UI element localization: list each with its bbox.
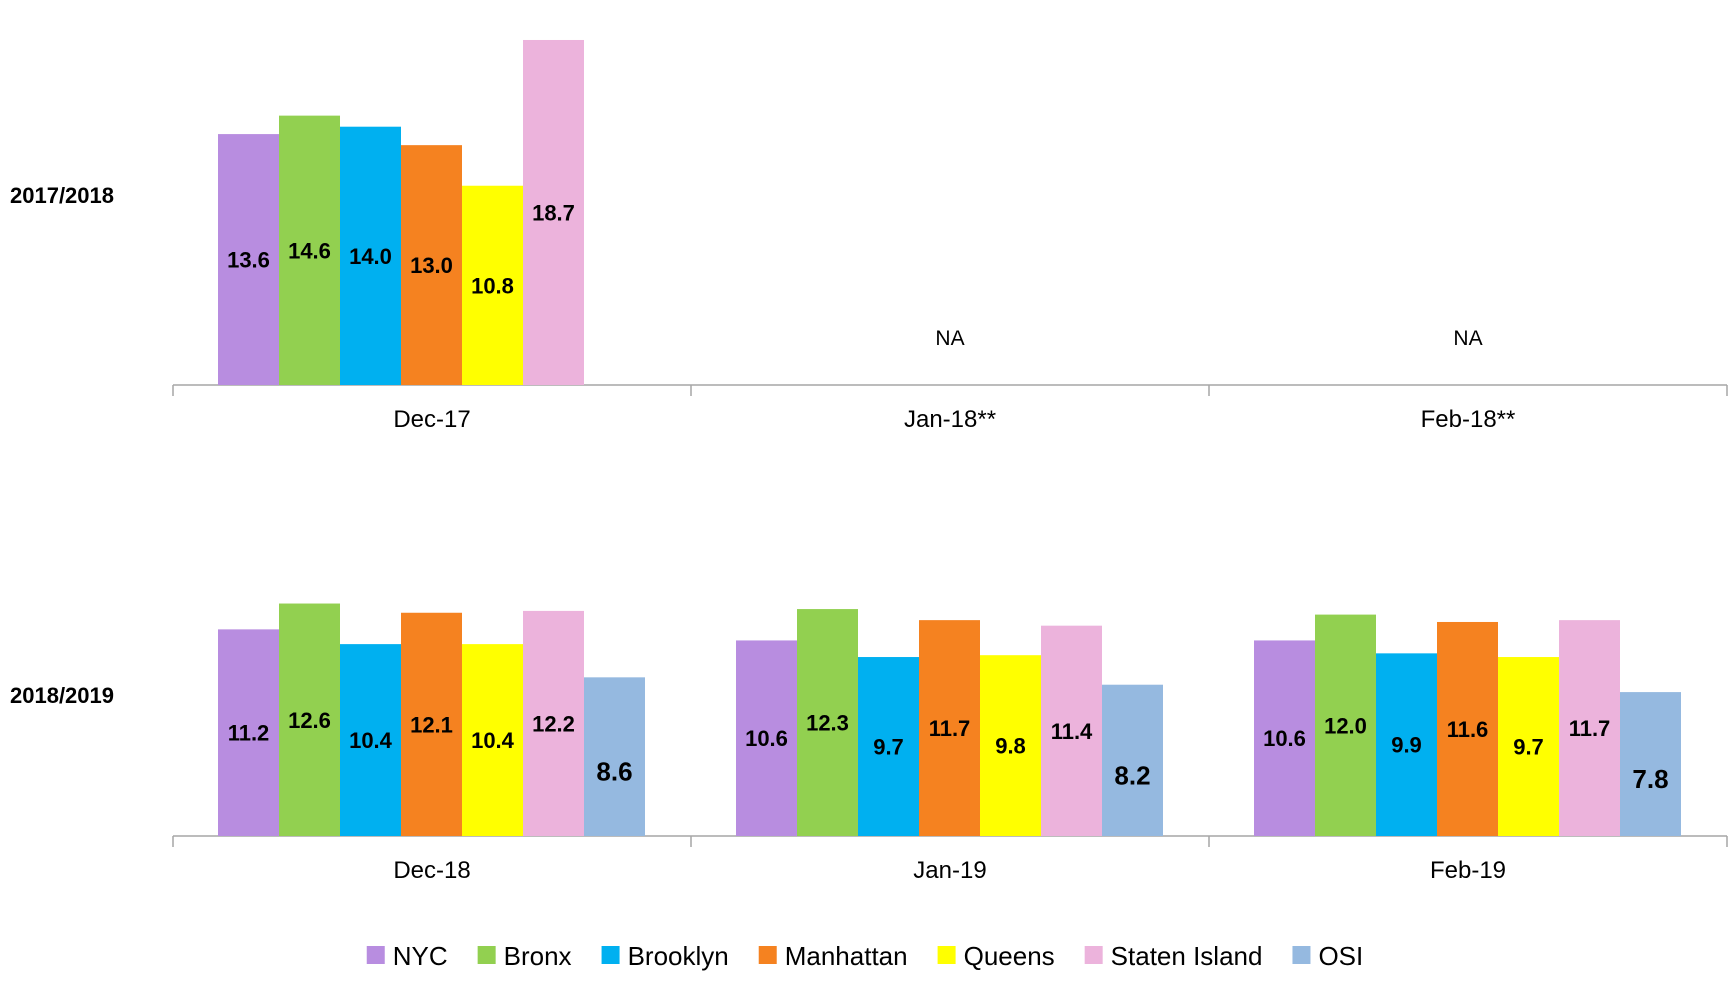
legend-swatch: [1084, 946, 1103, 964]
bar-staten-island: [1041, 625, 1102, 836]
bar-brooklyn: [1376, 653, 1437, 836]
bar-manhattan: [919, 620, 980, 836]
bar-nyc: [1254, 640, 1315, 836]
legend-label: NYC: [393, 941, 448, 971]
category-label: Feb-18**: [1421, 406, 1516, 433]
data-label: 18.7: [532, 200, 575, 225]
category-label: Dec-18: [393, 857, 470, 884]
category-label: Jan-19: [913, 857, 986, 884]
data-label: 7.8: [1632, 764, 1668, 794]
data-label: 10.6: [1263, 726, 1306, 751]
data-label: 12.3: [806, 711, 849, 736]
data-label: 14.0: [349, 244, 392, 269]
legend-label: Brooklyn: [628, 941, 729, 971]
bar-bronx: [279, 603, 340, 836]
data-label: 10.4: [471, 728, 515, 753]
data-label: 9.7: [1513, 735, 1544, 760]
bar-nyc: [218, 134, 279, 385]
na-label: NA: [1453, 327, 1482, 350]
bar-nyc: [218, 629, 279, 836]
data-label: 8.6: [596, 757, 632, 787]
bar-osi: [584, 677, 645, 836]
bar-brooklyn: [340, 644, 401, 836]
category-label: Dec-17: [393, 406, 470, 433]
legend-label: Manhattan: [785, 941, 908, 971]
bar-nyc: [736, 640, 797, 836]
bar-bronx: [279, 115, 340, 385]
data-label: 9.7: [873, 735, 904, 760]
bar-osi: [1620, 692, 1681, 836]
bar-staten-island: [523, 610, 584, 836]
bar-manhattan: [1437, 621, 1498, 836]
data-label: 12.1: [410, 712, 453, 737]
bar-osi: [1102, 684, 1163, 836]
bar-bronx: [1315, 614, 1376, 836]
bar-queens: [462, 644, 523, 836]
legend-swatch: [601, 946, 620, 964]
legend-label: Bronx: [504, 941, 572, 971]
bar-queens: [980, 655, 1041, 836]
data-label: 11.7: [1569, 716, 1611, 741]
bar-bronx: [797, 609, 858, 836]
legend-swatch: [758, 946, 777, 964]
data-label: 14.6: [288, 238, 331, 263]
na-label: NA: [935, 327, 964, 350]
bar-queens: [1498, 657, 1559, 836]
data-label: 10.4: [349, 728, 393, 753]
data-label: 11.6: [1447, 717, 1489, 742]
legend-swatch: [1292, 946, 1311, 964]
bar-brooklyn: [858, 657, 919, 836]
bar-manhattan: [401, 612, 462, 836]
data-label: 9.8: [995, 734, 1026, 759]
panel-label-0: 2017/2018: [10, 183, 114, 208]
data-label: 12.0: [1324, 713, 1367, 738]
data-label: 10.8: [471, 273, 514, 298]
data-label: 12.6: [288, 708, 331, 733]
data-label: 10.6: [745, 726, 788, 751]
data-label: 13.6: [227, 248, 270, 273]
panel-label-1: 2018/2019: [10, 683, 114, 708]
legend-swatch: [366, 946, 385, 964]
data-label: 11.4: [1051, 719, 1093, 744]
data-label: 11.2: [228, 721, 270, 746]
category-label: Jan-18**: [904, 406, 996, 433]
data-label: 11.7: [929, 716, 971, 741]
data-label: 8.2: [1114, 760, 1150, 790]
bar-staten-island: [523, 39, 584, 386]
legend-swatch: [477, 946, 496, 964]
legend-label: Queens: [964, 941, 1055, 971]
data-label: 12.2: [532, 711, 575, 736]
bar-brooklyn: [340, 126, 401, 385]
legend-swatch: [937, 946, 956, 964]
bar-manhattan: [401, 145, 462, 385]
legend-label: Staten Island: [1111, 941, 1263, 971]
category-label: Feb-19: [1430, 857, 1506, 884]
bar-staten-island: [1559, 620, 1620, 836]
bar-queens: [462, 185, 523, 385]
data-label: 9.9: [1391, 733, 1422, 758]
legend-label: OSI: [1318, 941, 1363, 971]
data-label: 13.0: [410, 253, 453, 278]
